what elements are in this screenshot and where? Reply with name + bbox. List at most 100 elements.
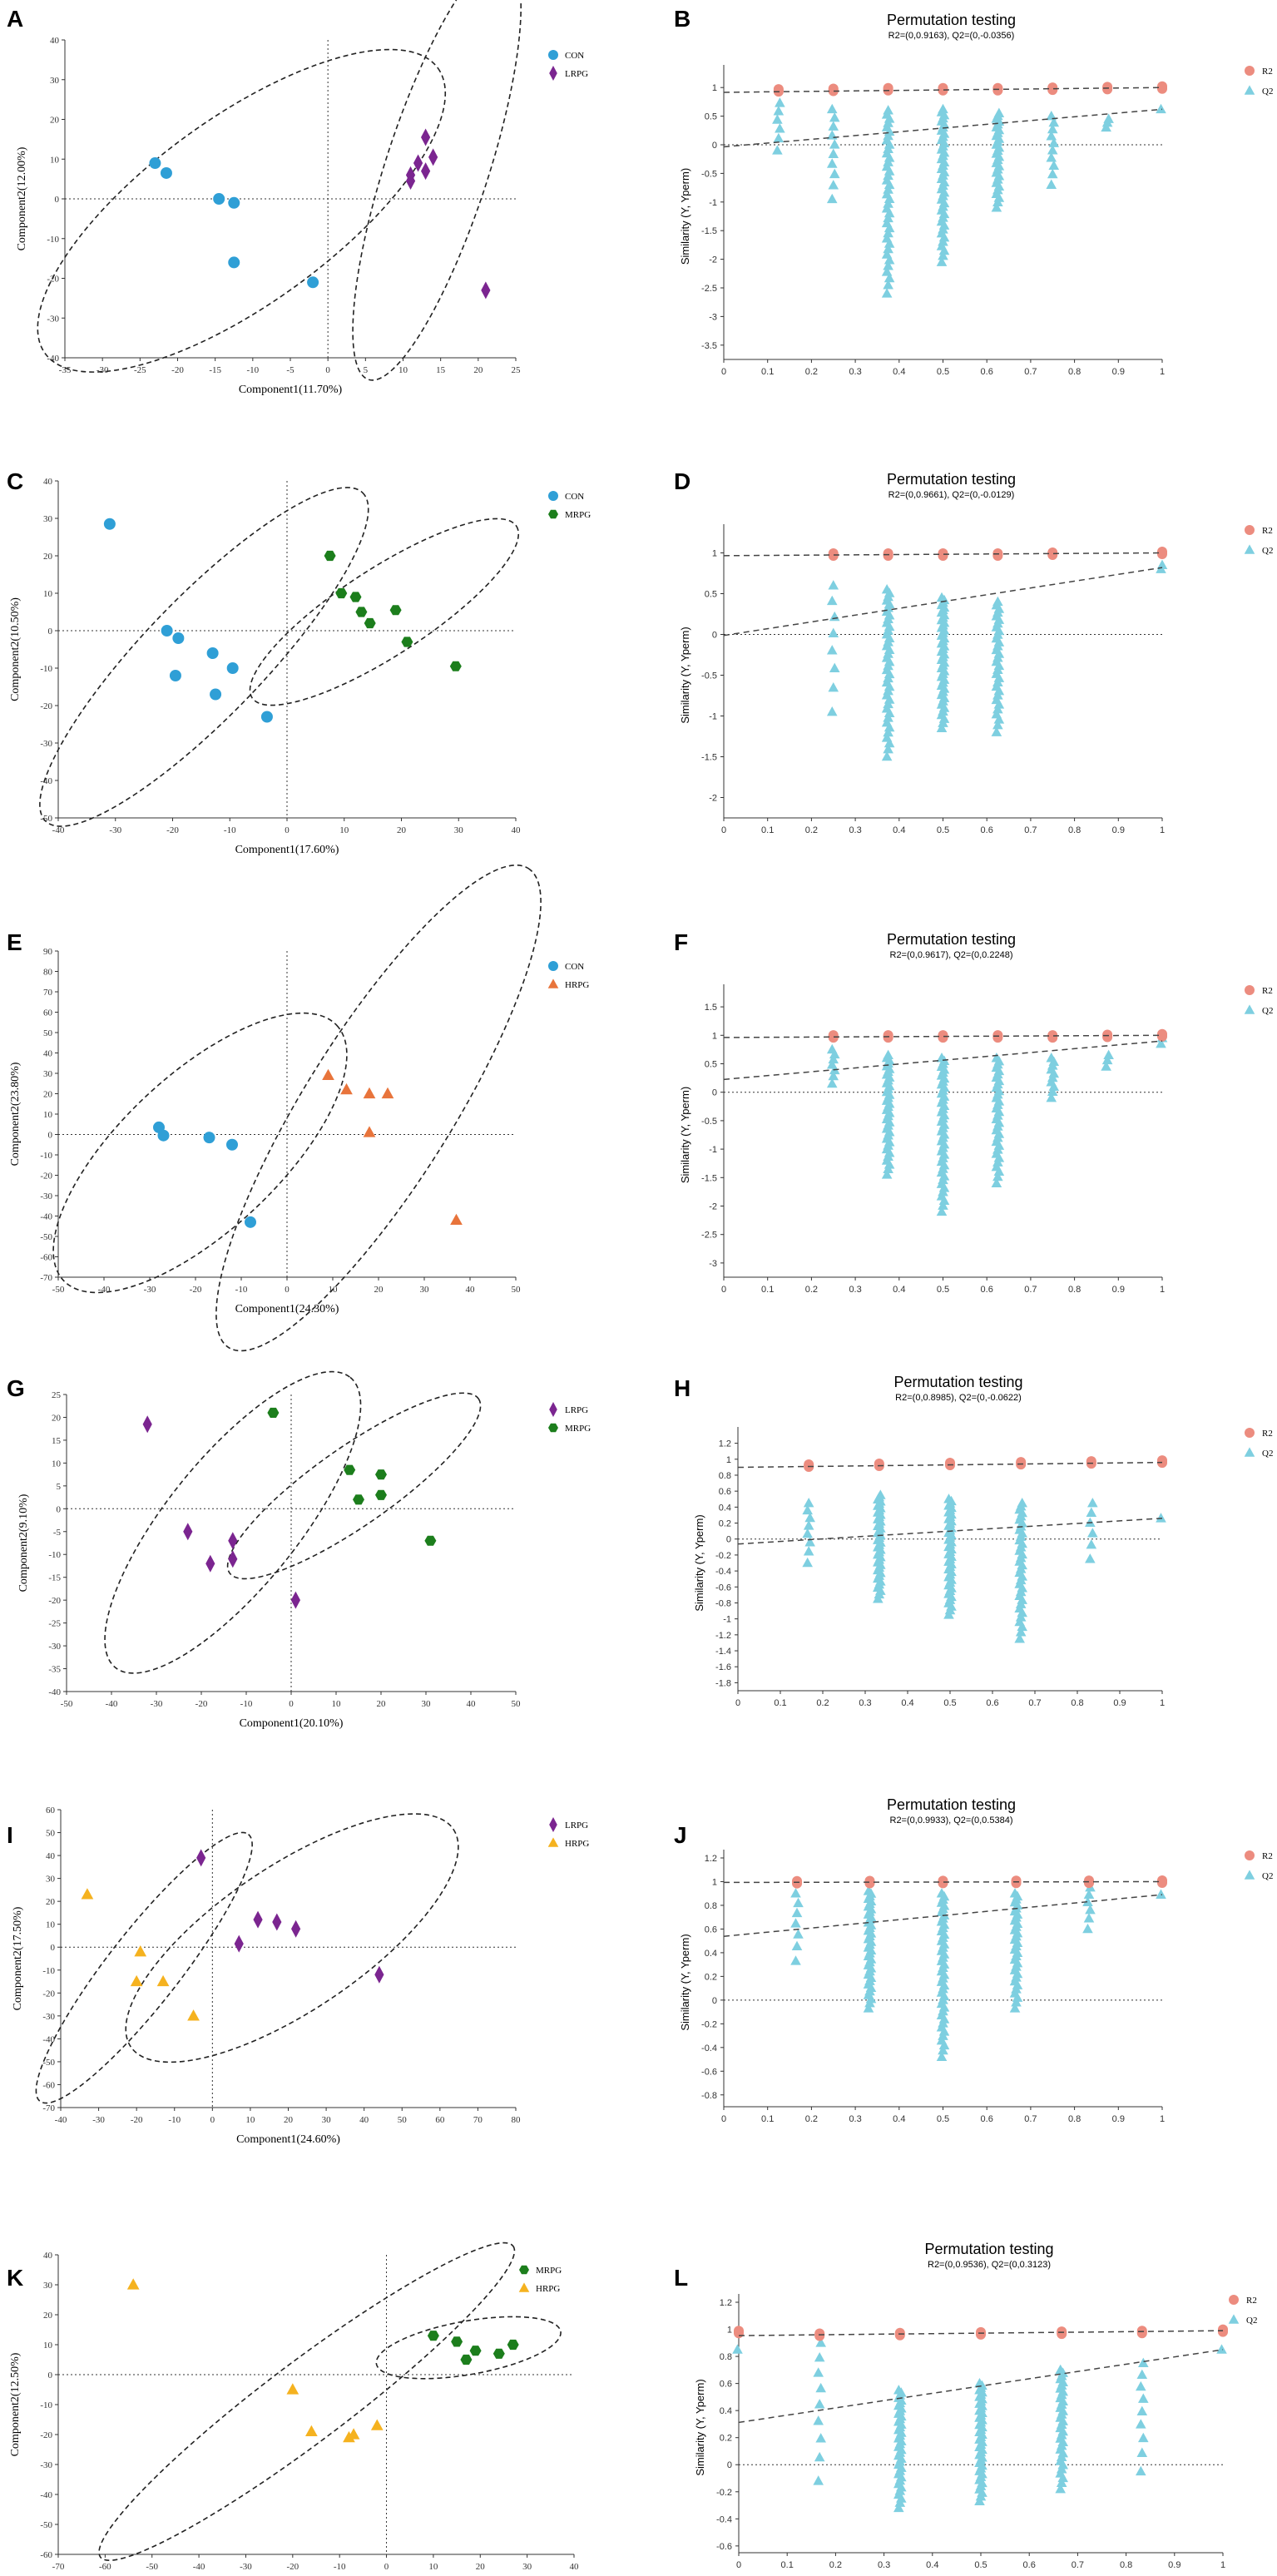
y-tick-label: -0.6	[715, 1583, 731, 1593]
legend-marker-r2	[1245, 1850, 1255, 1860]
y-tick-label: -1.6	[715, 1662, 731, 1672]
x-tick-label: 5	[364, 365, 369, 375]
y-tick-label: -1	[723, 1615, 731, 1625]
q2-regression-line	[723, 1894, 1163, 1937]
q2-point	[936, 256, 948, 266]
legend-label: HRPG	[565, 1839, 589, 1849]
perm-panel-F: F Permutation testing R2=(0,0.9617), Q2=(0…	[674, 929, 1273, 1295]
x-tick-label: -10	[168, 2115, 181, 2125]
y-tick-label: -2	[709, 1202, 717, 1212]
q2-point	[1136, 2419, 1146, 2429]
group-ellipse	[226, 1392, 482, 1580]
legend-label: R2	[1262, 1851, 1273, 1861]
y-tick-label: -3	[709, 312, 717, 322]
x-tick-label: -5	[286, 365, 295, 375]
legend-label: R2	[1246, 2296, 1257, 2306]
q2-point	[804, 1512, 815, 1523]
x-tick-label: -10	[246, 365, 259, 375]
x-tick-label: 0	[721, 2114, 726, 2124]
y-tick-label: 0.4	[720, 2406, 732, 2416]
x-tick-label: -20	[286, 2562, 299, 2572]
point-con	[160, 166, 172, 179]
x-tick-label: 30	[322, 2115, 332, 2125]
legend-marker-q2	[1244, 1870, 1255, 1880]
x-tick-label: 0.2	[805, 367, 818, 377]
x-tick-label: 20	[397, 825, 407, 835]
r2-point	[1157, 1031, 1167, 1042]
q2-point	[1055, 2483, 1066, 2494]
y-tick-label: 50	[46, 1829, 56, 1839]
y-tick-label: -50	[42, 2058, 55, 2068]
r2-point	[1157, 1877, 1167, 1888]
q2-point	[826, 1059, 838, 1069]
x-tick-label: 10	[245, 2115, 255, 2125]
perm-panel-D: D Permutation testing R2=(0,0.9661), Q2=(0…	[674, 468, 1273, 835]
x-tick-label: -20	[190, 1285, 202, 1295]
point-lrpg	[421, 128, 431, 146]
perm-panel-L: L Permutation testing R2=(0,0.9536), Q2=(0…	[674, 2241, 1257, 2570]
x-tick-label: -40	[52, 825, 65, 835]
y-tick-label: 1	[726, 1455, 731, 1465]
point-hrpg	[363, 1087, 376, 1099]
y-tick-label: -30	[47, 314, 59, 324]
x-tick-label: 0.5	[937, 367, 949, 377]
q2-point	[1101, 1054, 1113, 1065]
y-tick-label: 1	[712, 83, 717, 93]
panel-label: F	[674, 929, 688, 955]
y-tick-label: 0.6	[705, 1925, 717, 1934]
x-tick-label: -30	[109, 825, 121, 835]
legend-marker-q2	[1244, 85, 1255, 95]
x-tick-label: -40	[193, 2562, 205, 2572]
q2-point	[1138, 2357, 1149, 2368]
x-tick-label: 0.1	[761, 2114, 774, 2124]
panel-label: L	[674, 2265, 688, 2291]
point-con	[213, 193, 225, 205]
legend-label: CON	[565, 492, 584, 502]
q2-point	[829, 139, 840, 149]
q2-point	[1056, 2477, 1067, 2487]
q2-point	[993, 714, 1005, 724]
q2-point	[826, 1077, 838, 1088]
y-axis-label: Component2(9.10%)	[17, 1494, 30, 1592]
scatter-panel-A: A -35 -30 -25 -20 -15 -10 -5 0 5 10 15 20 25 40 30 20 10 0…	[7, 0, 588, 396]
x-tick-label: -35	[59, 365, 72, 375]
q2-point	[883, 280, 893, 290]
y-tick-label: 1.2	[719, 1439, 731, 1449]
group-ellipse	[37, 48, 447, 373]
y-tick-label: -0.2	[716, 2488, 732, 2498]
point-lrpg	[374, 1965, 384, 1984]
r2-point	[814, 2331, 825, 2341]
point-mrpg	[355, 607, 368, 617]
q2-point	[815, 2433, 826, 2443]
y-tick-label: -10	[42, 1966, 55, 1976]
q2-point	[1047, 145, 1058, 155]
x-tick-label: -20	[166, 825, 179, 835]
q2-point	[936, 2051, 948, 2061]
x-tick-label: 0	[289, 1699, 294, 1709]
legend-label: HRPG	[536, 2284, 560, 2294]
q2-point	[1156, 103, 1166, 114]
x-tick-label: 1	[1160, 2114, 1165, 2124]
x-tick-label: 0.8	[1068, 2114, 1081, 2124]
x-tick-label: 0.6	[981, 1285, 993, 1295]
legend-marker-mrpg	[519, 2265, 529, 2275]
q2-point	[883, 105, 893, 115]
legend-label: R2	[1262, 986, 1273, 996]
point-lrpg	[228, 1532, 238, 1550]
q2-point	[828, 1070, 839, 1081]
q2-point	[1046, 131, 1057, 141]
point-mrpg	[364, 617, 376, 629]
point-mrpg	[375, 1469, 387, 1480]
y-axis-label: Similarity (Y, Yperm)	[694, 2379, 706, 2475]
q2-point	[1103, 1049, 1114, 1060]
r2-regression-line	[738, 2330, 1224, 2336]
chart-subtitle: R2=(0,0.8985), Q2=(0,-0.0622)	[895, 1393, 1022, 1403]
point-hrpg	[370, 2419, 384, 2430]
q2-point	[881, 288, 893, 298]
legend-marker-q2	[1228, 2314, 1240, 2324]
point-hrpg	[322, 1068, 334, 1081]
y-tick-label: -2	[709, 255, 717, 265]
y-tick-label: 15	[52, 1436, 62, 1446]
scatter-panel-I: I -40 -30 -20 -10 0 10 20 30 40 50 60 70 80 60 50 40 30 20…	[7, 1806, 589, 2146]
y-tick-label: -60	[42, 2080, 55, 2090]
